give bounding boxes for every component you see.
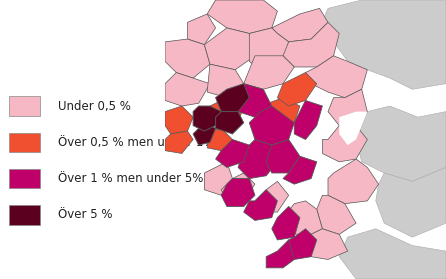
Polygon shape — [165, 73, 210, 106]
Polygon shape — [207, 64, 244, 98]
Text: Över 5 %: Över 5 % — [58, 208, 112, 221]
Polygon shape — [204, 28, 255, 70]
Polygon shape — [266, 140, 300, 173]
Polygon shape — [215, 112, 244, 134]
Polygon shape — [339, 112, 368, 145]
Polygon shape — [204, 162, 232, 195]
Polygon shape — [221, 173, 255, 201]
Polygon shape — [283, 22, 339, 67]
Polygon shape — [193, 106, 221, 131]
Polygon shape — [165, 131, 193, 153]
Polygon shape — [322, 126, 368, 162]
Text: Över 0,5 % men under 1%: Över 0,5 % men under 1% — [58, 136, 215, 149]
Polygon shape — [272, 206, 300, 240]
Polygon shape — [193, 123, 215, 145]
Polygon shape — [244, 190, 277, 220]
Text: Över 1 % men under 5%: Över 1 % men under 5% — [58, 172, 203, 185]
Polygon shape — [319, 0, 446, 89]
Polygon shape — [165, 39, 210, 78]
FancyBboxPatch shape — [9, 205, 40, 225]
Polygon shape — [266, 240, 294, 268]
Polygon shape — [300, 229, 348, 259]
FancyBboxPatch shape — [9, 96, 40, 116]
Polygon shape — [339, 229, 446, 279]
Polygon shape — [244, 56, 294, 89]
Polygon shape — [238, 140, 277, 179]
Polygon shape — [283, 229, 317, 259]
Polygon shape — [255, 181, 289, 212]
Polygon shape — [165, 106, 193, 134]
Polygon shape — [356, 106, 446, 181]
Polygon shape — [317, 195, 356, 234]
Polygon shape — [210, 98, 244, 128]
Polygon shape — [207, 128, 232, 151]
Polygon shape — [207, 0, 277, 33]
Polygon shape — [215, 84, 249, 112]
Polygon shape — [376, 167, 446, 237]
FancyBboxPatch shape — [9, 133, 40, 152]
Polygon shape — [215, 140, 249, 167]
Polygon shape — [328, 159, 379, 204]
Polygon shape — [306, 56, 368, 98]
Polygon shape — [249, 106, 294, 145]
Text: Under 0,5 %: Under 0,5 % — [58, 100, 131, 112]
Polygon shape — [221, 179, 255, 206]
Polygon shape — [260, 98, 300, 131]
Polygon shape — [294, 100, 322, 140]
Polygon shape — [328, 89, 368, 126]
Polygon shape — [283, 156, 317, 184]
Polygon shape — [187, 14, 215, 45]
Polygon shape — [249, 28, 289, 73]
Polygon shape — [272, 8, 328, 42]
Polygon shape — [277, 73, 317, 106]
Polygon shape — [232, 84, 272, 117]
FancyBboxPatch shape — [9, 169, 40, 188]
Polygon shape — [283, 201, 322, 237]
